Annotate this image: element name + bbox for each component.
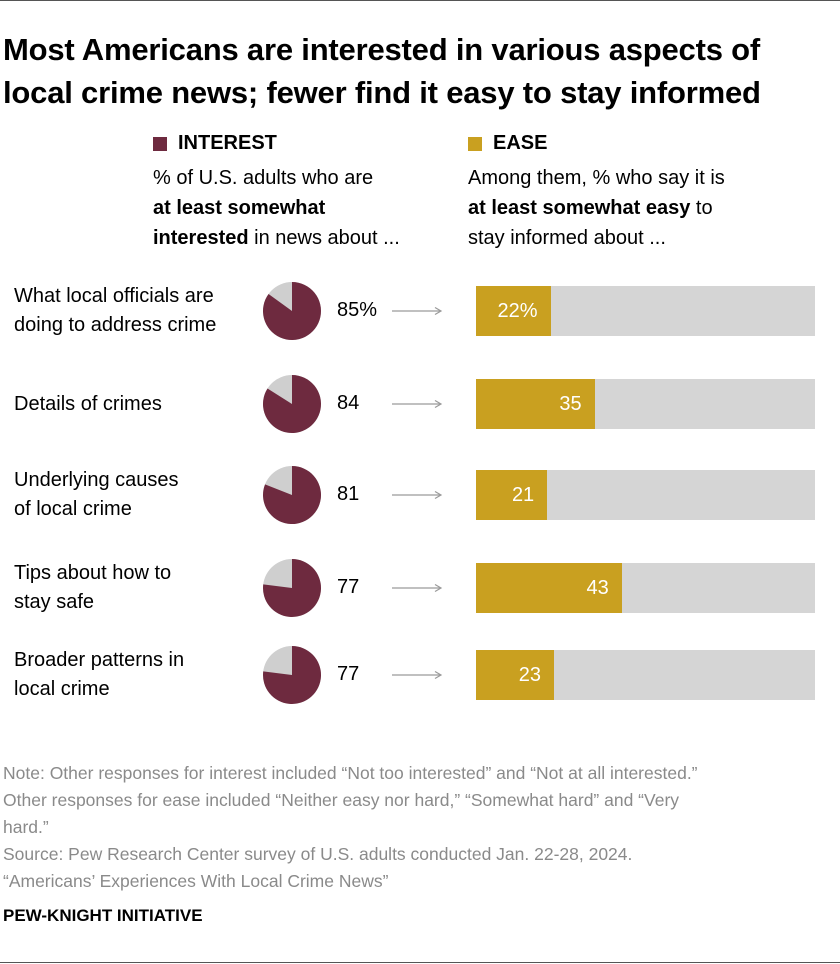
category-label: Broader patterns in local crime — [14, 646, 184, 704]
category-label-line: Details of crimes — [14, 392, 162, 415]
pie-interest-slice — [263, 559, 322, 617]
top-rule — [0, 0, 840, 1]
arrow-icon — [392, 670, 443, 680]
ease-bar-track: 43 — [476, 563, 815, 613]
arrow-icon — [392, 490, 443, 500]
ease-bar-track: 22% — [476, 286, 815, 336]
category-label: Underlying causes of local crime — [14, 466, 179, 524]
ease-value-label: 22% — [497, 300, 538, 322]
ease-bar — [476, 286, 551, 336]
ease-legend-description: Among them, % who say it is at least som… — [468, 167, 725, 249]
category-label-line: local crime — [14, 678, 110, 700]
interest-pie — [262, 375, 321, 433]
interest-legend-heading: INTEREST — [178, 132, 277, 154]
interest-swatch — [153, 137, 167, 151]
category-label-line: of local crime — [14, 498, 132, 520]
category-label: What local officials are doing to address… — [14, 282, 216, 340]
category-label-line: What local officials are — [14, 285, 214, 307]
arrow-icon — [392, 306, 443, 316]
ease-swatch — [468, 137, 482, 151]
category-label: Details of crimes — [14, 390, 162, 419]
interest-value-label: 77 — [337, 576, 360, 598]
pie-interest-slice — [262, 375, 321, 433]
title-line-1: Most Americans are interested in various… — [3, 32, 761, 67]
category-label-line: Tips about how to — [14, 562, 172, 584]
interest-pie — [262, 282, 321, 340]
arrow-icon — [392, 399, 443, 409]
interest-pie — [263, 646, 322, 704]
interest-pie — [263, 466, 322, 524]
title-line-2: local crime news; fewer find it easy to … — [3, 75, 761, 110]
pie-interest-slice — [263, 466, 322, 524]
ease-value-label: 23 — [518, 664, 541, 686]
interest-value-label: 85% — [337, 299, 378, 321]
chart-title: Most Americans are interested in various… — [3, 28, 833, 114]
category-label-line: Broader patterns in — [14, 649, 185, 671]
ease-value-label: 35 — [559, 393, 582, 415]
arrow-icon — [392, 583, 443, 593]
ease-value-label: 43 — [586, 577, 609, 599]
ease-bar-track: 35 — [476, 379, 815, 429]
interest-legend-description: % of U.S. adults who are at least somewh… — [153, 167, 400, 249]
pie-interest-slice — [263, 646, 322, 704]
ease-bar — [476, 379, 595, 429]
interest-value-label: 84 — [337, 392, 360, 414]
ease-value-label: 21 — [511, 484, 535, 506]
bottom-rule — [0, 962, 840, 963]
category-label: Tips about how to stay safe — [14, 559, 171, 617]
interest-pie — [263, 559, 322, 617]
brand-label: PEW-KNIGHT INITIATIVE — [3, 906, 203, 925]
ease-bar — [476, 470, 548, 520]
interest-value-label: 81 — [337, 483, 360, 505]
ease-legend-heading: EASE — [493, 132, 548, 154]
chart-source: Source: Pew Research Center survey of U.… — [3, 844, 633, 891]
category-label-line: stay safe — [14, 591, 95, 613]
ease-bar — [476, 563, 622, 613]
category-label-line: doing to address crime — [14, 314, 217, 336]
category-label-line: Underlying causes — [14, 469, 179, 491]
pie-interest-slice — [262, 282, 321, 340]
interest-value-label: 77 — [337, 663, 360, 685]
chart-note: Note: Other responses for interest inclu… — [3, 763, 698, 837]
ease-bar-track: 23 — [476, 650, 815, 700]
ease-bar — [476, 650, 554, 700]
ease-bar-track: 21 — [476, 470, 815, 520]
